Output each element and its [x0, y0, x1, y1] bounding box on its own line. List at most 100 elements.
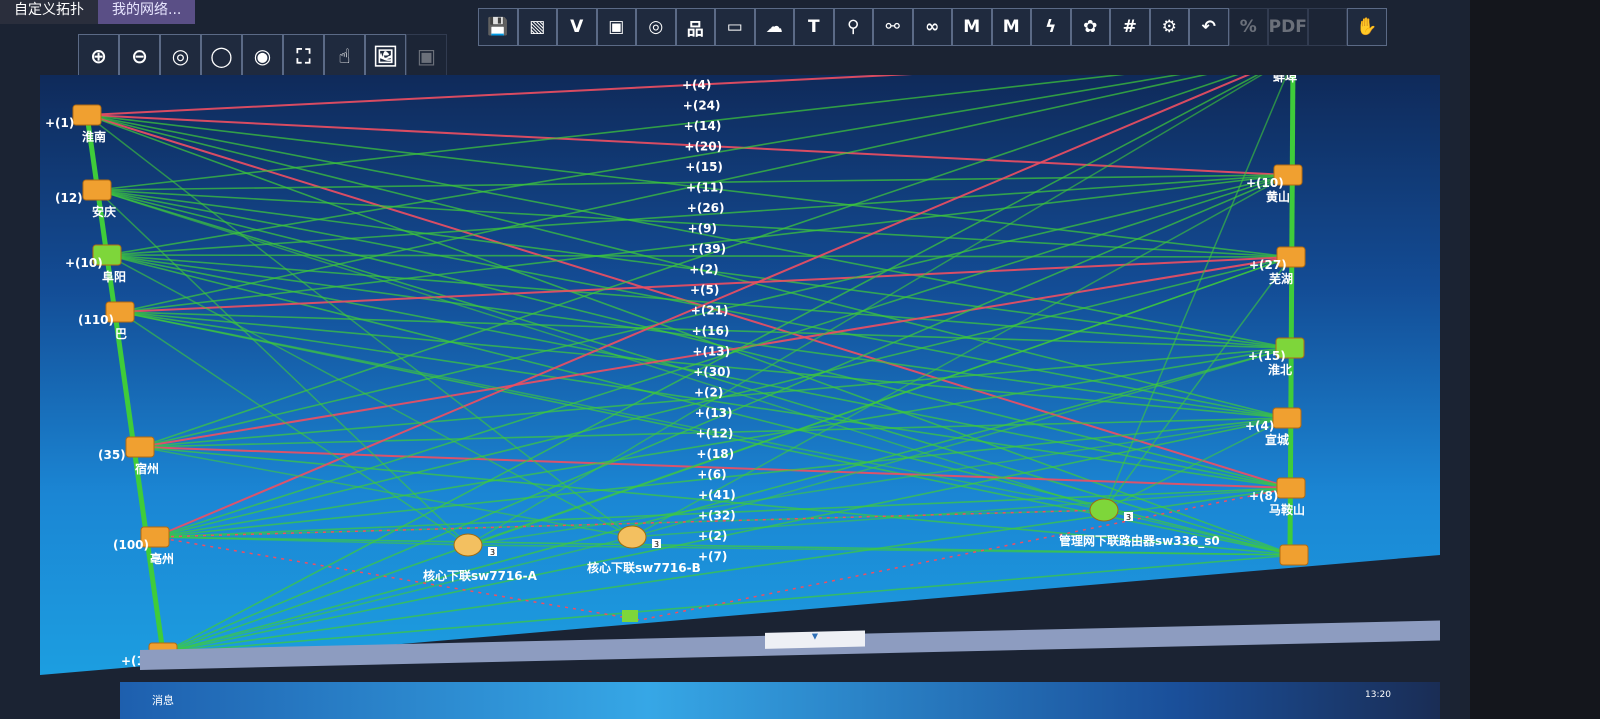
zoom-in-icon[interactable]: ⊕: [78, 34, 119, 78]
add-link-icon[interactable]: ⚲: [833, 8, 873, 46]
link[interactable]: [119, 75, 1296, 313]
link[interactable]: [96, 189, 1292, 258]
palette-icon[interactable]: ✿: [1070, 8, 1110, 46]
right-node[interactable]: 马鞍山+(8): [1249, 477, 1306, 517]
link[interactable]: [86, 114, 1291, 349]
link[interactable]: [106, 254, 1291, 349]
link[interactable]: [467, 75, 1296, 546]
pdf-icon[interactable]: PDF: [1268, 8, 1308, 46]
backbone-right[interactable]: [1287, 75, 1296, 556]
ms-pointer-icon[interactable]: M: [952, 8, 992, 46]
topology-icon[interactable]: 品: [675, 8, 715, 46]
link[interactable]: [96, 189, 1288, 419]
link[interactable]: [96, 189, 1291, 349]
link[interactable]: [96, 75, 1296, 191]
switch-icon[interactable]: [622, 610, 638, 622]
link[interactable]: [106, 75, 1296, 256]
link[interactable]: [162, 554, 1295, 654]
lasso-icon[interactable]: ◯: [201, 34, 242, 78]
circle-icon[interactable]: ◎: [636, 8, 676, 46]
left-node[interactable]: 亳州(100): [113, 526, 174, 566]
link[interactable]: [162, 536, 633, 654]
right-node[interactable]: 蚌埠+(13): [1253, 75, 1309, 84]
eye-icon[interactable]: ◉: [242, 34, 283, 78]
link[interactable]: [631, 487, 1292, 538]
square-icon[interactable]: ▣: [596, 8, 636, 46]
link[interactable]: [1103, 509, 1295, 556]
link[interactable]: [106, 174, 1289, 256]
link[interactable]: [119, 174, 1289, 313]
link[interactable]: [154, 256, 1292, 538]
link[interactable]: [139, 347, 1291, 448]
left-node[interactable]: 巴(110): [78, 301, 135, 341]
right-node[interactable]: [1279, 544, 1309, 566]
link[interactable]: [106, 254, 1292, 489]
hand-icon[interactable]: ☝: [324, 34, 365, 78]
link[interactable]: [139, 446, 1295, 556]
link[interactable]: [162, 174, 1289, 654]
tab-custom-topology[interactable]: 自定义拓扑: [0, 0, 98, 24]
ratio-icon[interactable]: %: [1228, 8, 1268, 46]
save-icon[interactable]: 💾: [478, 8, 518, 46]
image-icon[interactable]: ▧: [517, 8, 557, 46]
link[interactable]: [86, 114, 1292, 258]
topology-canvas[interactable]: 淮南+(1)安庆(12)阜阳+(10)巴(110)宿州(35)亳州(100)+(…: [40, 75, 1440, 675]
link[interactable]: [154, 347, 1291, 538]
link[interactable]: [119, 256, 1292, 313]
link[interactable]: [1103, 75, 1296, 511]
right-node[interactable]: 黄山+(10): [1246, 164, 1303, 204]
link[interactable]: [154, 536, 469, 546]
left-node[interactable]: 安庆 (12): [55, 179, 116, 219]
left-node[interactable]: 阜阳+(10): [65, 244, 126, 284]
link[interactable]: [162, 417, 1288, 654]
backbone-left[interactable]: [84, 114, 166, 654]
grid-icon[interactable]: #: [1110, 8, 1150, 46]
link[interactable]: [106, 254, 633, 538]
right-node[interactable]: 宣城+(4): [1245, 407, 1302, 447]
core-router[interactable]: 3 管理网下联路由器sw336_s0: [1059, 498, 1220, 549]
blank-icon[interactable]: [1307, 8, 1347, 46]
left-node[interactable]: 淮南 +(1): [45, 104, 106, 144]
link[interactable]: [631, 174, 1289, 538]
link[interactable]: [154, 487, 1292, 538]
undo-icon[interactable]: ↶: [1189, 8, 1229, 46]
link[interactable]: [162, 347, 1291, 654]
link[interactable]: [119, 311, 469, 546]
zoom-out-icon[interactable]: ⊖: [119, 34, 160, 78]
link[interactable]: [96, 189, 1105, 511]
link-icon[interactable]: ⚯: [873, 8, 913, 46]
link[interactable]: [119, 311, 1288, 419]
ms-node-icon[interactable]: M: [991, 8, 1031, 46]
link[interactable]: [154, 75, 1296, 538]
hand-icon[interactable]: ✋: [1347, 8, 1387, 46]
core-router[interactable]: 3 核心下联sw7716-B: [587, 525, 701, 575]
core-router[interactable]: 3 核心下联sw7716-A: [423, 533, 538, 583]
add-device-icon[interactable]: ▭: [715, 8, 755, 46]
binoculars-icon[interactable]: ∞: [912, 8, 952, 46]
link[interactable]: [96, 189, 469, 546]
link[interactable]: [1103, 256, 1292, 511]
link[interactable]: [162, 75, 1296, 654]
link[interactable]: [1103, 417, 1288, 511]
v-icon[interactable]: V: [557, 8, 597, 46]
link-dashed[interactable]: [154, 509, 1105, 538]
link[interactable]: [467, 417, 1288, 546]
fit-icon[interactable]: ◎: [160, 34, 201, 78]
scrollbar-handle[interactable]: ▼: [765, 630, 865, 649]
link[interactable]: [139, 417, 1288, 448]
right-node[interactable]: 淮北+(15): [1248, 337, 1305, 377]
add-image-icon[interactable]: 🖼: [365, 34, 406, 78]
add-text-icon[interactable]: T: [794, 8, 834, 46]
link[interactable]: [86, 114, 1288, 419]
lightning-icon[interactable]: ϟ: [1031, 8, 1071, 46]
link[interactable]: [119, 311, 1291, 349]
tab-my-network[interactable]: 我的网络...: [98, 0, 196, 24]
link[interactable]: [86, 75, 1296, 116]
add-cloud-icon[interactable]: ☁: [754, 8, 794, 46]
link[interactable]: [631, 347, 1291, 538]
link[interactable]: [154, 417, 1288, 538]
right-node[interactable]: 芜湖+(27): [1249, 246, 1306, 286]
link[interactable]: [154, 174, 1289, 538]
left-node[interactable]: 宿州 (35): [98, 436, 159, 476]
link[interactable]: [139, 75, 1296, 448]
